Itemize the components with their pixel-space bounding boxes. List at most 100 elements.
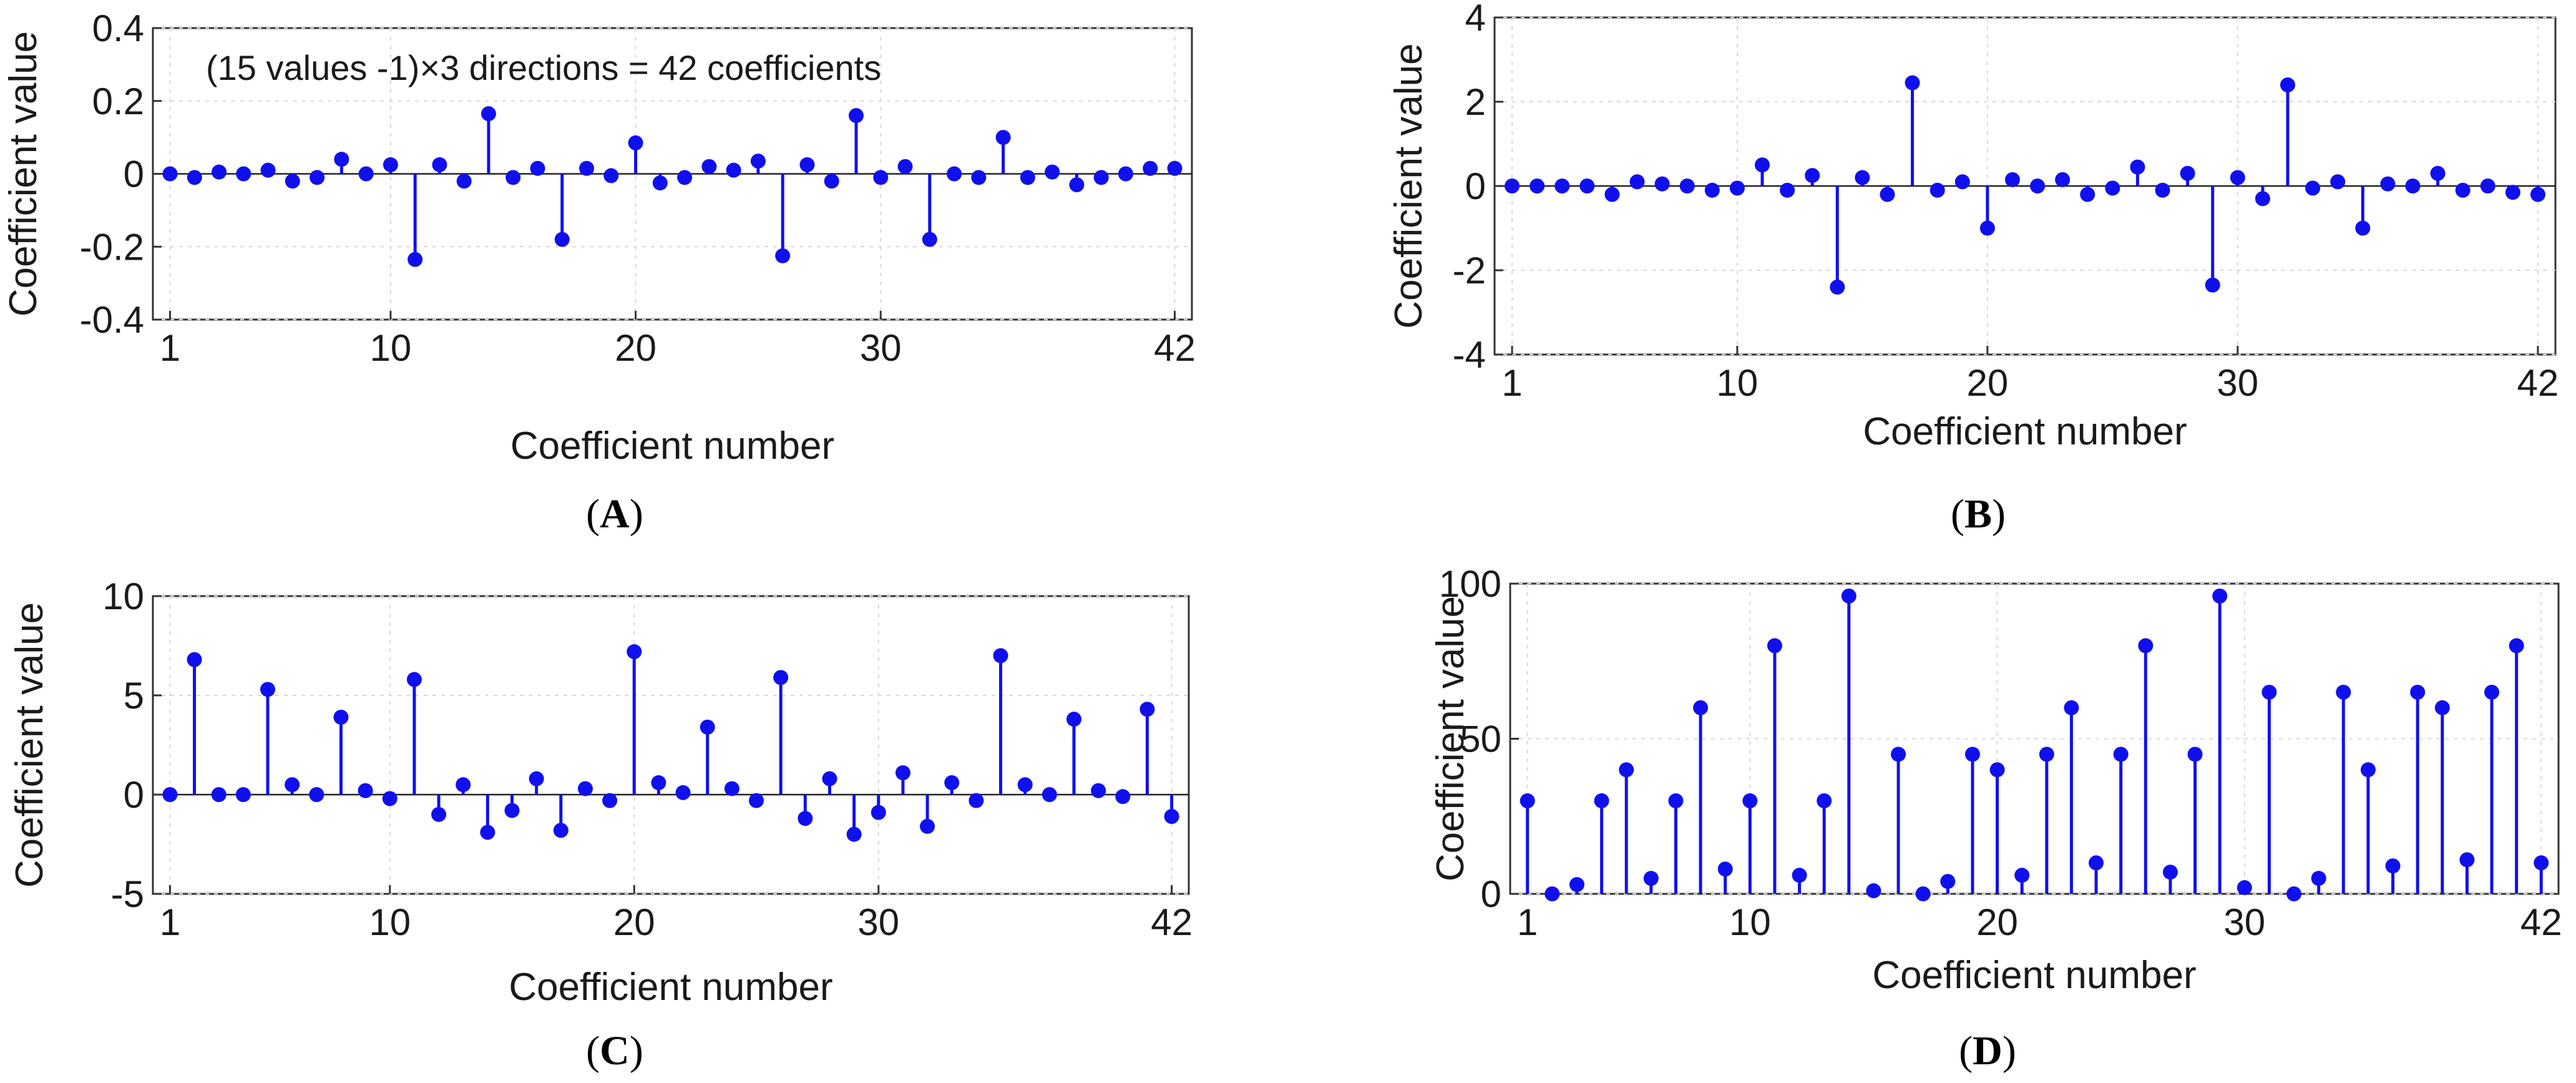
stem-marker: [1544, 886, 1560, 901]
panel-label-open: (: [1951, 491, 1964, 537]
stem-marker: [1742, 793, 1758, 808]
stem-marker: [651, 775, 666, 790]
stem-marker: [1579, 179, 1595, 194]
stem-marker: [260, 162, 276, 178]
stem-marker: [1891, 747, 1906, 762]
stem-marker: [1042, 787, 1057, 802]
x-axis-label: Coefficient number: [509, 966, 832, 1009]
stem-marker: [212, 164, 227, 180]
stem-marker: [577, 781, 593, 796]
stem-marker: [1817, 793, 1832, 808]
x-tick-label: 42: [1151, 901, 1193, 943]
y-axis-label: Coefficient value: [1387, 43, 1430, 328]
stem-marker: [1780, 182, 1795, 198]
stem-marker: [2530, 187, 2545, 202]
stem-marker: [799, 157, 815, 172]
panel-label-open: (: [586, 1028, 600, 1074]
panel-b: 1 10 20 30 42 -4 -2 0 2 4 Coefficient number Coeffi…: [1387, 0, 2559, 537]
stem-marker: [968, 793, 984, 808]
x-tick-label: 20: [1976, 901, 2018, 943]
y-tick-label: -2: [1453, 250, 1486, 292]
stem-marker: [1091, 783, 1106, 798]
stem-marker: [480, 825, 495, 840]
panel-label-close: ): [630, 491, 643, 537]
y-tick-label: 0: [124, 774, 144, 816]
x-tick-label: 10: [370, 327, 412, 369]
y-axis-label: Coefficient value: [8, 602, 51, 888]
plot-frame: [152, 595, 1190, 895]
stem-marker: [1554, 179, 1570, 194]
stem-marker: [1964, 747, 1980, 762]
y-tick-label: -0.2: [80, 226, 144, 268]
stem-marker: [1940, 874, 1956, 889]
stem-marker: [822, 771, 837, 787]
panel-label: (D): [1959, 1028, 2016, 1074]
x-tick-label: 30: [857, 901, 899, 943]
stem-marker: [187, 170, 202, 185]
stem-marker: [2430, 165, 2446, 181]
stem-marker: [2180, 165, 2195, 181]
stem-marker: [529, 771, 544, 787]
stem-marker: [1679, 179, 1695, 194]
stem-marker: [2385, 858, 2401, 874]
stem-marker: [382, 791, 398, 806]
stem-marker: [1020, 170, 1035, 185]
x-tick-label: 30: [2217, 362, 2258, 404]
stem-marker: [2380, 176, 2396, 192]
stem-marker: [1855, 170, 1870, 185]
stem-marker: [456, 174, 472, 189]
x-tick-label: 30: [860, 327, 902, 369]
stem-marker: [701, 159, 717, 174]
stem-marker: [773, 670, 789, 685]
stem-marker: [922, 232, 937, 247]
stem-marker: [873, 170, 889, 185]
stem-marker: [1093, 170, 1109, 185]
stem-marker: [1530, 179, 1545, 194]
stem-marker: [2480, 179, 2496, 194]
stem-marker: [920, 818, 935, 834]
panel-label-close: ): [2003, 1028, 2016, 1074]
stem-marker: [2459, 852, 2475, 868]
stem-marker: [481, 106, 496, 122]
x-tick-label: 10: [1717, 362, 1759, 404]
stem-marker: [2039, 747, 2054, 762]
stem-marker: [2305, 180, 2321, 196]
stem-marker: [628, 135, 643, 150]
chart-annotation: (15 values -1)×3 directions = 42 coeffic…: [206, 48, 881, 87]
y-tick-label: -0.4: [80, 299, 144, 341]
stem-marker: [2434, 700, 2450, 715]
stem-marker: [285, 174, 300, 189]
stem-marker: [677, 170, 693, 185]
stem-marker: [1619, 762, 1634, 778]
stem-marker: [2055, 172, 2071, 187]
stem-marker: [1668, 793, 1684, 808]
stem-marker: [554, 232, 570, 247]
stem-marker: [1167, 160, 1183, 176]
panel-label-open: (: [1959, 1028, 1973, 1074]
y-tick-label: 0: [1465, 165, 1486, 207]
stem-marker: [1717, 861, 1733, 877]
y-tick-label: 2: [1465, 81, 1486, 123]
stem-marker: [2004, 172, 2020, 187]
stem-marker: [530, 160, 545, 176]
stem-marker: [2064, 700, 2079, 715]
panel-label-letter: D: [1973, 1028, 2003, 1074]
stem-marker: [334, 152, 349, 167]
stem-marker: [1505, 179, 1520, 194]
stem-marker: [1164, 808, 1179, 824]
stem-marker: [2336, 684, 2351, 700]
stem-marker: [1066, 712, 1081, 727]
y-axis-label: Coefficient value: [1429, 596, 1472, 881]
stem-marker: [871, 805, 886, 820]
stem-marker: [2311, 871, 2326, 886]
stem-marker: [162, 166, 178, 182]
stem-marker: [995, 130, 1011, 145]
panel-label-close: ): [630, 1028, 643, 1074]
panel-a: 1 10 20 30 42 -0.4 -0.2 0 0.2 0.4 Coefficient numb…: [2, 7, 1196, 537]
stem-marker: [1805, 168, 1820, 184]
stem-marker: [1915, 886, 1931, 901]
stem-marker: [187, 652, 202, 667]
x-tick-label: 42: [1154, 327, 1196, 369]
panel-label-letter: B: [1964, 491, 1992, 537]
